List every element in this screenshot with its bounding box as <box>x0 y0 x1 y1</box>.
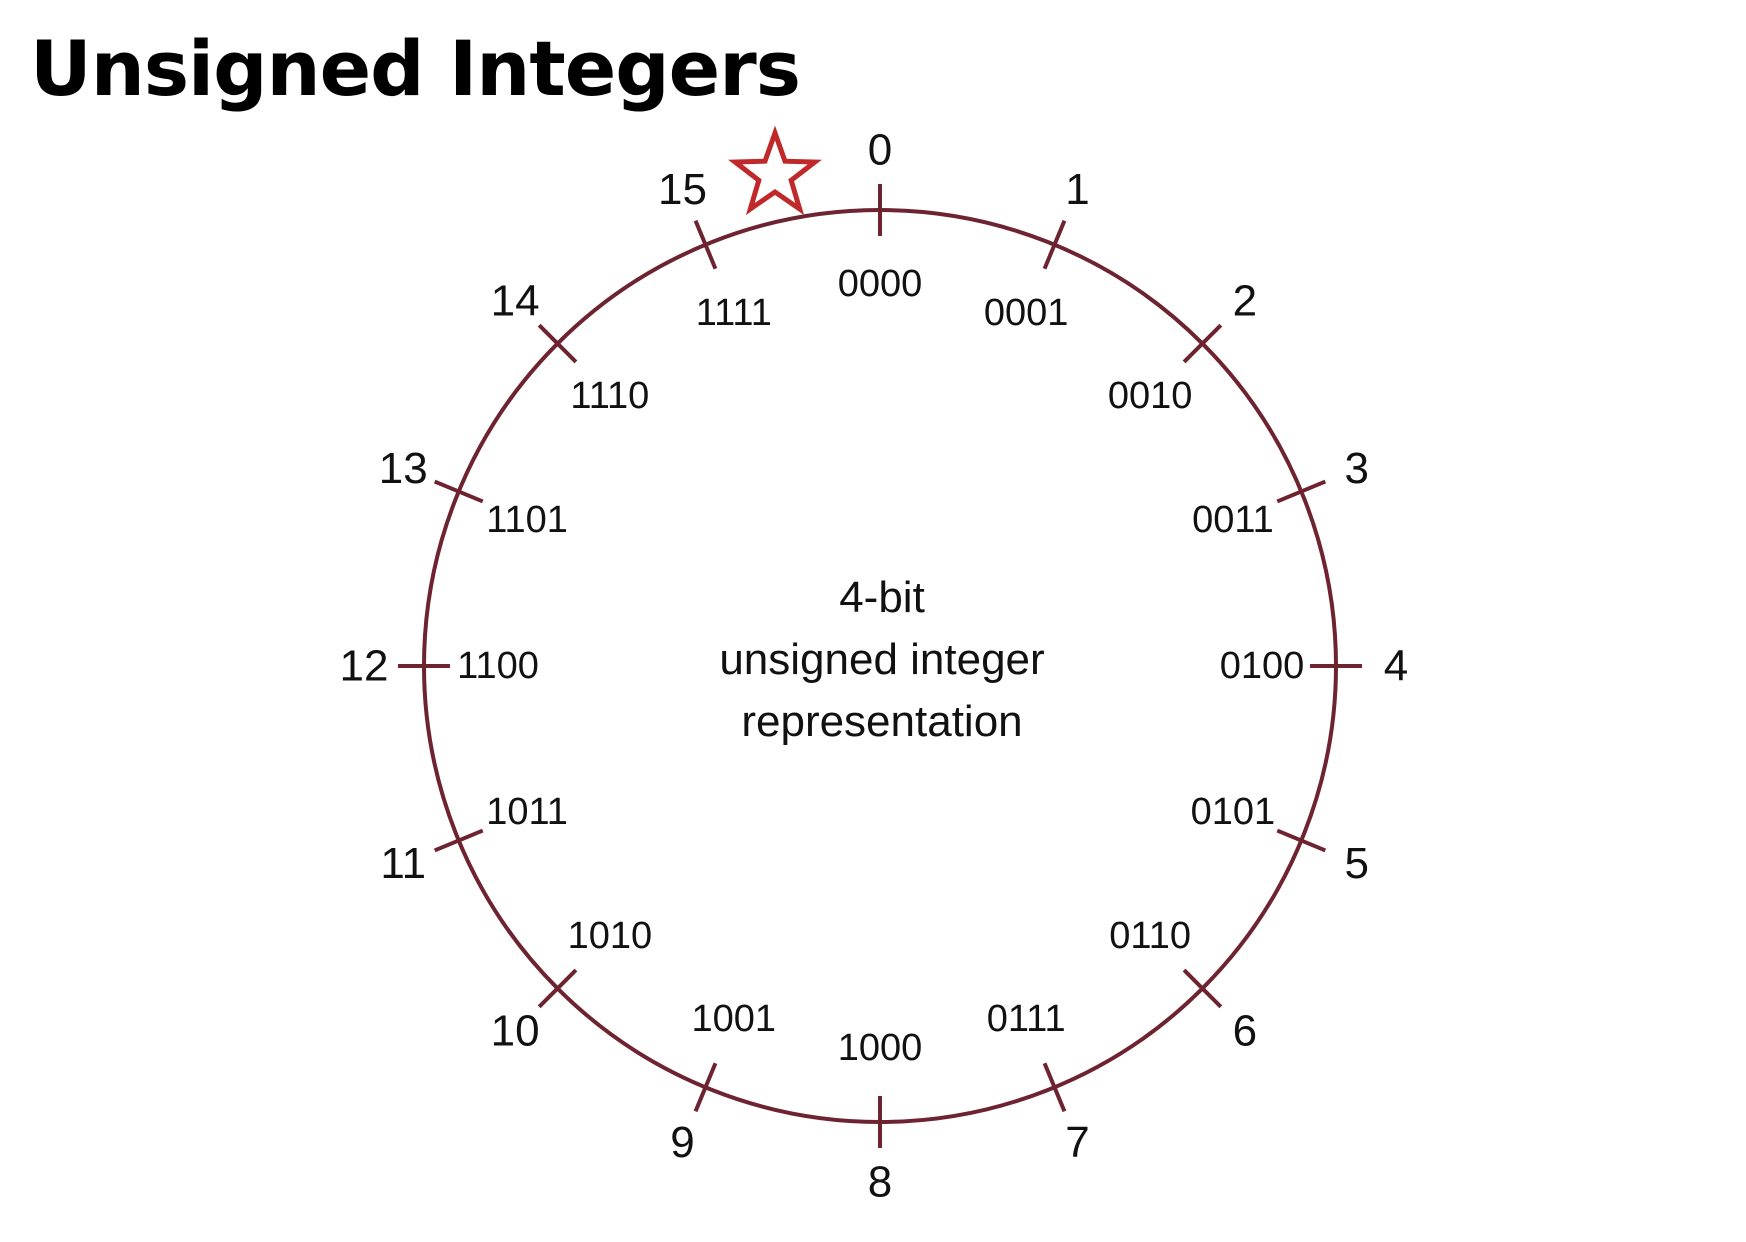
tick-mark <box>1182 968 1223 1009</box>
decimal-label: 6 <box>1233 1006 1257 1055</box>
tick-mark <box>433 479 484 504</box>
tick-mark <box>537 968 578 1009</box>
binary-label: 0111 <box>987 998 1066 1040</box>
decimal-label: 0 <box>868 126 892 175</box>
decimal-label: 8 <box>868 1158 892 1207</box>
decimal-label: 15 <box>658 165 707 214</box>
binary-label: 0100 <box>1220 645 1305 687</box>
binary-label: 0001 <box>984 292 1069 334</box>
decimal-label: 12 <box>340 642 389 691</box>
decimal-label: 3 <box>1344 444 1368 493</box>
decimal-label: 2 <box>1233 277 1257 326</box>
decimal-label: 9 <box>670 1118 694 1167</box>
binary-label: 1010 <box>568 915 653 957</box>
binary-label: 0011 <box>1192 499 1274 541</box>
binary-label: 0101 <box>1191 791 1276 833</box>
binary-label: 1101 <box>486 499 568 541</box>
binary-label: 1011 <box>486 791 568 833</box>
tick-mark <box>693 1062 718 1113</box>
decimal-label: 1 <box>1065 165 1089 214</box>
binary-label: 0000 <box>838 263 923 305</box>
tick-mark <box>1042 1062 1067 1113</box>
decimal-label: 7 <box>1065 1118 1089 1167</box>
center-caption-line-1: 4-bit <box>839 573 925 622</box>
decimal-label: 13 <box>379 444 428 493</box>
binary-label: 0110 <box>1109 915 1191 957</box>
decimal-label: 10 <box>491 1006 540 1055</box>
binary-label: 1111 <box>696 292 772 334</box>
page-title: Unsigned Integers <box>30 24 801 113</box>
decimal-label: 5 <box>1344 839 1368 888</box>
binary-label: 1100 <box>457 645 539 687</box>
center-caption-line-3: representation <box>741 697 1022 746</box>
tick-mark <box>537 323 578 364</box>
tick-mark <box>1276 828 1327 853</box>
binary-label: 1000 <box>838 1027 923 1069</box>
decimal-label: 4 <box>1384 642 1408 691</box>
center-caption-line-2: unsigned integer <box>719 635 1044 684</box>
tick-mark <box>1276 479 1327 504</box>
binary-label: 1110 <box>570 375 649 417</box>
decimal-label: 11 <box>380 839 426 888</box>
tick-mark <box>1042 219 1067 270</box>
tick-mark <box>1182 323 1223 364</box>
binary-label: 1001 <box>692 998 777 1040</box>
binary-label: 0010 <box>1108 375 1193 417</box>
star-icon <box>728 125 822 216</box>
tick-mark <box>693 219 718 270</box>
tick-mark <box>433 828 484 853</box>
decimal-label: 14 <box>491 277 540 326</box>
